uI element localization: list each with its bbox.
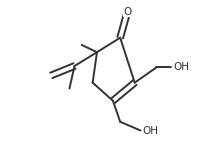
Text: OH: OH: [143, 126, 159, 135]
Text: O: O: [123, 7, 132, 17]
Text: OH: OH: [173, 62, 189, 72]
